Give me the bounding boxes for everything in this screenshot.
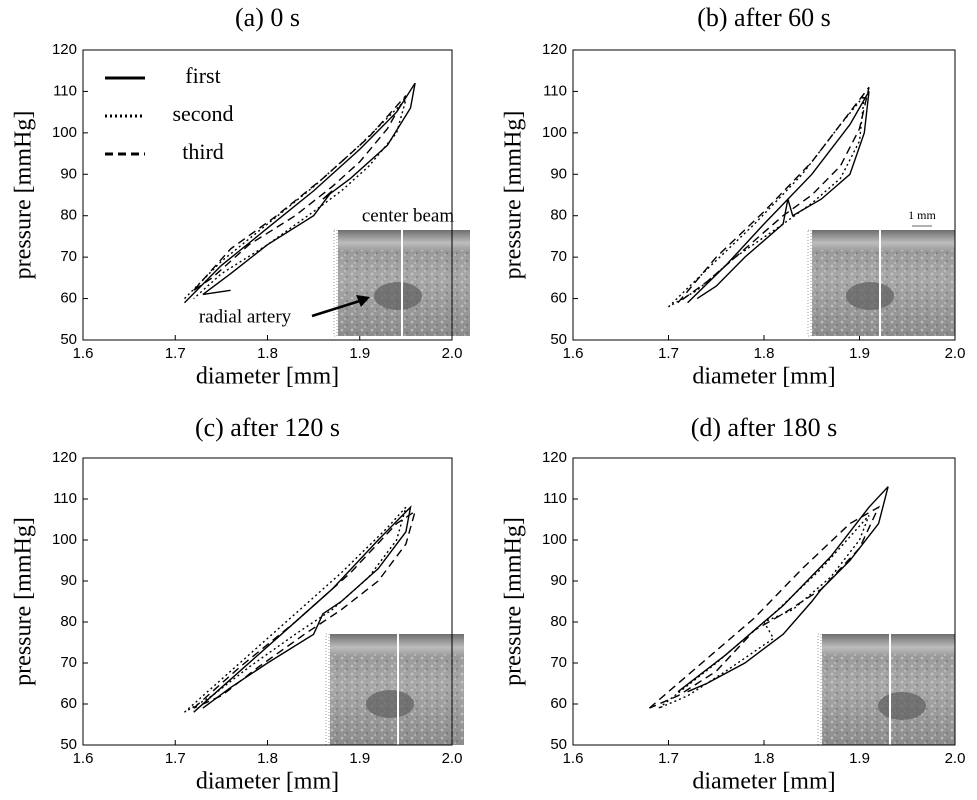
artery-shadow xyxy=(374,282,422,310)
panel-title: (c) after 120 s xyxy=(195,413,340,442)
y-tick-label: 60 xyxy=(60,290,77,307)
inset-scale xyxy=(333,229,338,337)
y-tick-label: 120 xyxy=(542,449,567,466)
y-tick-label: 70 xyxy=(550,248,567,265)
loop-line xyxy=(184,97,408,300)
x-axis-label: diameter [mm] xyxy=(196,769,339,795)
loop-line xyxy=(184,82,416,304)
x-tick-label: 2.0 xyxy=(442,345,463,362)
legend-label: first xyxy=(185,63,220,88)
y-tick-label: 70 xyxy=(550,654,567,671)
loop-line xyxy=(677,86,870,304)
y-tick-label: 50 xyxy=(550,736,567,753)
loop-line xyxy=(677,486,889,693)
x-tick-label: 2.0 xyxy=(442,750,463,767)
ultrasound-inset xyxy=(807,229,955,337)
loop-line xyxy=(184,506,407,713)
inset-scale xyxy=(817,633,822,746)
y-tick-label: 90 xyxy=(550,572,567,589)
panel-title: (a) 0 s xyxy=(235,3,300,32)
x-tick-label: 1.6 xyxy=(563,750,584,767)
y-tick-label: 100 xyxy=(52,124,77,141)
y-axis-label: pressure [mmHg] xyxy=(501,517,527,686)
y-tick-label: 60 xyxy=(550,290,567,307)
y-tick-label: 100 xyxy=(542,124,567,141)
x-tick-label: 1.6 xyxy=(563,345,584,362)
x-tick-label: 1.7 xyxy=(165,345,186,362)
x-tick-label: 1.7 xyxy=(658,345,679,362)
y-tick-label: 100 xyxy=(52,531,77,548)
x-tick-label: 1.8 xyxy=(257,345,278,362)
artery-shadow xyxy=(878,692,926,720)
loop-line xyxy=(687,91,870,304)
x-tick-label: 1.6 xyxy=(73,345,94,362)
y-tick-label: 70 xyxy=(60,654,77,671)
y-tick-label: 50 xyxy=(60,331,77,348)
inset-scale xyxy=(807,229,812,337)
legend-label: third xyxy=(182,139,224,164)
y-tick-label: 120 xyxy=(542,41,567,58)
y-tick-label: 110 xyxy=(543,490,567,507)
y-tick-label: 80 xyxy=(60,207,77,224)
x-tick-label: 2.0 xyxy=(945,750,966,767)
ultrasound-inset xyxy=(817,633,955,746)
y-tick-label: 60 xyxy=(550,695,567,712)
y-tick-label: 120 xyxy=(52,449,77,466)
y-tick-label: 60 xyxy=(60,695,77,712)
y-tick-label: 80 xyxy=(550,613,567,630)
x-axis-label: diameter [mm] xyxy=(692,364,835,390)
y-tick-label: 110 xyxy=(543,82,567,99)
x-tick-label: 2.0 xyxy=(945,345,966,362)
y-axis-label: pressure [mmHg] xyxy=(11,517,37,686)
y-tick-label: 120 xyxy=(52,41,77,58)
y-tick-label: 100 xyxy=(542,531,567,548)
x-tick-label: 1.8 xyxy=(257,750,278,767)
y-tick-label: 90 xyxy=(60,572,77,589)
artery-shadow xyxy=(366,690,414,718)
y-tick-label: 110 xyxy=(53,490,77,507)
y-tick-label: 70 xyxy=(60,248,77,265)
x-tick-label: 1.8 xyxy=(754,750,775,767)
y-tick-label: 80 xyxy=(60,613,77,630)
x-axis-label: diameter [mm] xyxy=(196,364,339,390)
y-axis-label: pressure [mmHg] xyxy=(501,111,527,280)
y-axis-label: pressure [mmHg] xyxy=(11,111,37,280)
x-tick-label: 1.8 xyxy=(754,345,775,362)
x-tick-label: 1.9 xyxy=(849,345,870,362)
x-tick-label: 1.7 xyxy=(165,750,186,767)
loop-line xyxy=(193,509,417,709)
legend-label: second xyxy=(172,101,233,126)
loop-line xyxy=(193,95,407,291)
ultrasound-inset xyxy=(325,633,464,746)
annotation-arrow xyxy=(311,297,367,318)
inset-scale xyxy=(325,633,330,746)
ultrasound-inset xyxy=(333,229,470,337)
annotation: center beam xyxy=(362,205,455,226)
x-tick-label: 1.6 xyxy=(73,750,94,767)
y-tick-label: 50 xyxy=(60,736,77,753)
panel-title: (b) after 60 s xyxy=(697,3,831,32)
annotation: 1 mm xyxy=(908,208,936,222)
y-tick-label: 80 xyxy=(550,207,567,224)
y-tick-label: 90 xyxy=(60,165,77,182)
annotation: radial artery xyxy=(199,306,292,327)
panel-title: (d) after 180 s xyxy=(691,413,838,442)
plot-frame xyxy=(572,49,956,341)
plot-frame xyxy=(82,457,453,746)
artery-shadow xyxy=(846,282,894,310)
arrow-head xyxy=(356,295,370,307)
y-tick-label: 90 xyxy=(550,165,567,182)
y-tick-label: 110 xyxy=(53,82,77,99)
plot-frame xyxy=(572,457,956,746)
plot-frame xyxy=(82,49,453,341)
y-tick-label: 50 xyxy=(550,331,567,348)
x-tick-label: 1.9 xyxy=(349,345,370,362)
x-axis-label: diameter [mm] xyxy=(692,769,835,795)
x-tick-label: 1.7 xyxy=(658,750,679,767)
x-tick-label: 1.9 xyxy=(849,750,870,767)
x-tick-label: 1.9 xyxy=(349,750,370,767)
